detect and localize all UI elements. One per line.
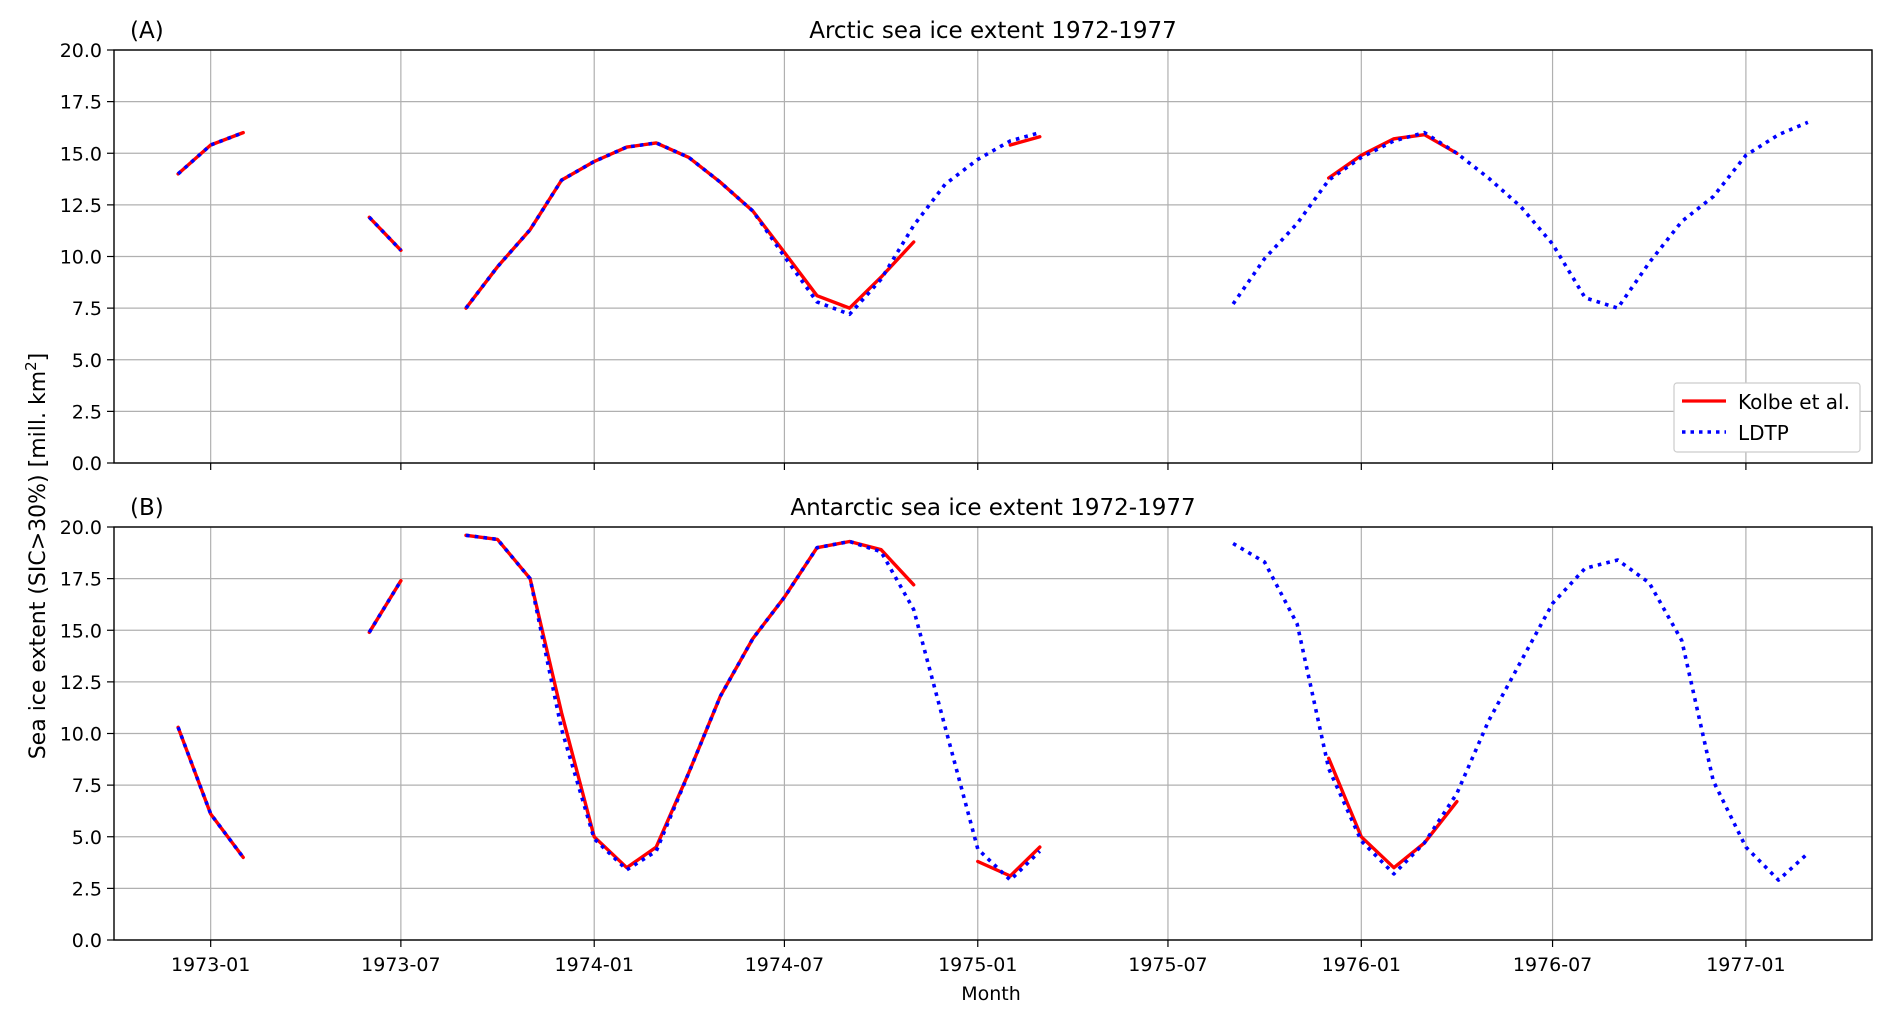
x-tick-label: 1974-01 — [555, 954, 634, 976]
y-tick-label: 5.0 — [72, 350, 102, 372]
panel-b-x-ticks: 1973-01 1973-07 1974-01 1974-07 1975-01 1975-… — [171, 940, 1786, 976]
y-tick-label: 7.5 — [72, 775, 102, 797]
ldtp-line-segment — [464, 130, 1041, 317]
y-tick-label: 12.5 — [60, 195, 102, 217]
y-tick-label: 17.5 — [60, 569, 102, 591]
y-tick-label: 2.5 — [72, 878, 102, 900]
y-tick-label: 5.0 — [72, 827, 102, 849]
x-tick-label: 1973-01 — [171, 954, 250, 976]
y-axis-label: Sea ice extent (SIC>30%) [mill. km2] — [22, 353, 51, 760]
panel-a-title: Arctic sea ice extent 1972-1977 — [809, 18, 1177, 44]
y-axis-label-main: Sea ice extent (SIC>30%) [mill. km — [26, 371, 51, 759]
panel-b-y-ticks: 0.0 2.5 5.0 7.5 10.0 12.5 15.0 17.5 20.0 — [60, 517, 114, 952]
kolbe-et-al-line-segment — [1326, 132, 1459, 180]
panel-b-label: (B) — [130, 495, 164, 521]
y-tick-label: 17.5 — [60, 92, 102, 114]
y-tick-label: 0.0 — [72, 930, 102, 952]
ldtp-line-segment — [367, 579, 403, 634]
panel-a-lines — [176, 120, 1809, 317]
panel-a-legend: Kolbe et al. LDTP — [1673, 382, 1861, 453]
ldtp-line-segment — [1232, 541, 1810, 882]
y-tick-label: 7.5 — [72, 298, 102, 320]
panel-b-title: Antarctic sea ice extent 1972-1977 — [790, 495, 1195, 521]
y-tick-label: 12.5 — [60, 672, 102, 694]
panel-a-arctic: 0.0 2.5 5.0 7.5 10.0 12.5 15.0 17.5 20.0 Arctic … — [60, 18, 1873, 475]
panel-b-grid — [114, 526, 1872, 941]
kolbe-et-al-line-segment — [176, 725, 245, 860]
x-axis-label: Month — [961, 983, 1021, 1005]
kolbe-et-al-line-segment — [464, 533, 916, 870]
y-tick-label: 10.0 — [60, 724, 102, 746]
x-tick-label: 1977-01 — [1706, 954, 1785, 976]
ldtp-line-segment — [1231, 120, 1809, 310]
ldtp-line-segment — [465, 533, 1042, 882]
x-tick-label: 1973-07 — [361, 954, 440, 976]
panel-a-grid — [114, 49, 1872, 464]
panel-a-y-ticks: 0.0 2.5 5.0 7.5 10.0 12.5 15.0 17.5 20.0 — [60, 40, 114, 475]
y-tick-label: 20.0 — [60, 40, 102, 62]
y-tick-label: 0.0 — [72, 453, 102, 475]
y-tick-label: 10.0 — [60, 247, 102, 269]
panel-b-lines — [176, 533, 1810, 882]
panel-a-label: (A) — [130, 18, 164, 44]
y-axis-label-end: ] — [26, 353, 51, 362]
kolbe-et-al-line-segment — [1008, 134, 1042, 147]
kolbe-et-al-line-segment — [1326, 756, 1459, 870]
y-tick-label: 2.5 — [72, 401, 102, 423]
panel-a-x-ticks — [210, 463, 1747, 470]
kolbe-et-al-line-segment — [367, 215, 403, 253]
x-tick-label: 1976-07 — [1513, 954, 1592, 976]
legend-kolbe-label: Kolbe et al. — [1738, 390, 1850, 414]
x-tick-label: 1974-07 — [745, 954, 824, 976]
y-tick-label: 20.0 — [60, 517, 102, 539]
x-tick-label: 1976-01 — [1322, 954, 1401, 976]
panel-b-antarctic: 0.0 2.5 5.0 7.5 10.0 12.5 15.0 17.5 20.0 1973-01… — [60, 495, 1873, 976]
ldtp-line-segment — [367, 216, 403, 252]
legend-ldtp-label: LDTP — [1738, 421, 1789, 445]
y-tick-label: 15.0 — [60, 143, 102, 165]
kolbe-et-al-line-segment — [976, 845, 1042, 878]
kolbe-et-al-line-segment — [176, 130, 245, 176]
y-tick-label: 15.0 — [60, 620, 102, 642]
kolbe-et-al-line-segment — [464, 141, 916, 310]
x-tick-label: 1975-01 — [938, 954, 1017, 976]
x-tick-label: 1975-07 — [1128, 954, 1207, 976]
y-axis-label-sup: 2 — [22, 361, 40, 371]
